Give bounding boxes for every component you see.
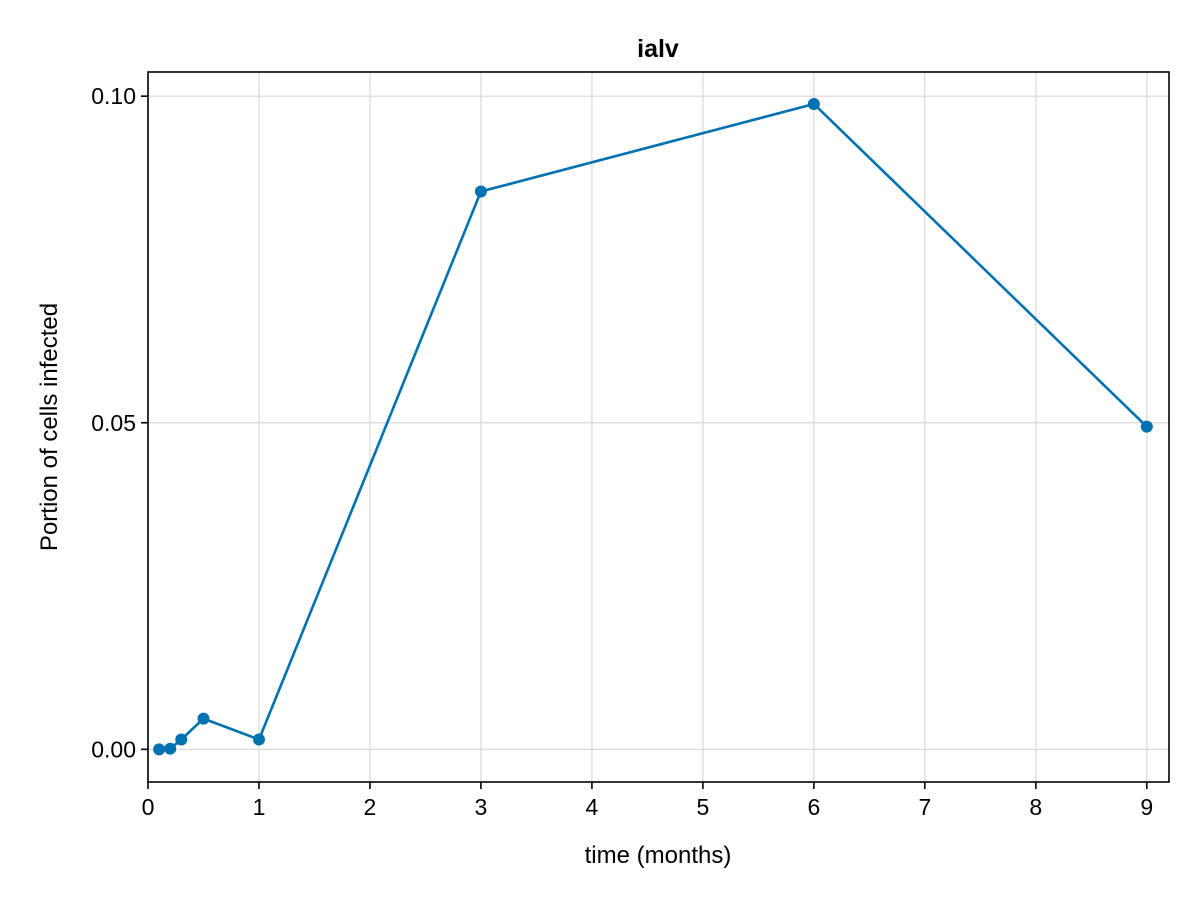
x-tick-label: 5 — [696, 794, 709, 820]
x-tick-label: 6 — [807, 794, 820, 820]
x-tick-label: 1 — [253, 794, 266, 820]
x-tick-label: 7 — [918, 794, 931, 820]
x-axis-label: time (months) — [585, 842, 732, 869]
x-tick-label: 3 — [475, 794, 488, 820]
x-tick-label: 9 — [1140, 794, 1153, 820]
grid — [147, 72, 1169, 782]
data-point — [164, 742, 177, 755]
plot-frame — [147, 71, 1170, 783]
data-point — [1140, 420, 1153, 433]
y-tick-label: 0.10 — [91, 83, 136, 109]
x-tick-label: 4 — [586, 794, 599, 820]
x-tick-label: 8 — [1029, 794, 1042, 820]
data-point — [197, 712, 210, 725]
data-point — [807, 98, 820, 111]
y-axis-label: Portion of cells infected — [36, 303, 63, 551]
x-tick-label: 2 — [364, 794, 377, 820]
data-point — [153, 743, 166, 756]
series-line — [159, 102, 1148, 751]
data-point — [474, 185, 487, 198]
data-point — [175, 733, 188, 746]
series-layer — [153, 98, 1153, 756]
y-tick-label: 0.05 — [91, 410, 136, 436]
x-tick-label: 0 — [142, 794, 155, 820]
chart-title: ialv — [637, 35, 679, 63]
data-point — [252, 733, 265, 746]
y-tick-label: 0.00 — [91, 736, 136, 762]
axis-ticks: 0 1 2 3 4 5 6 7 8 9 0.00 0.05 0.10 — [91, 83, 1153, 820]
